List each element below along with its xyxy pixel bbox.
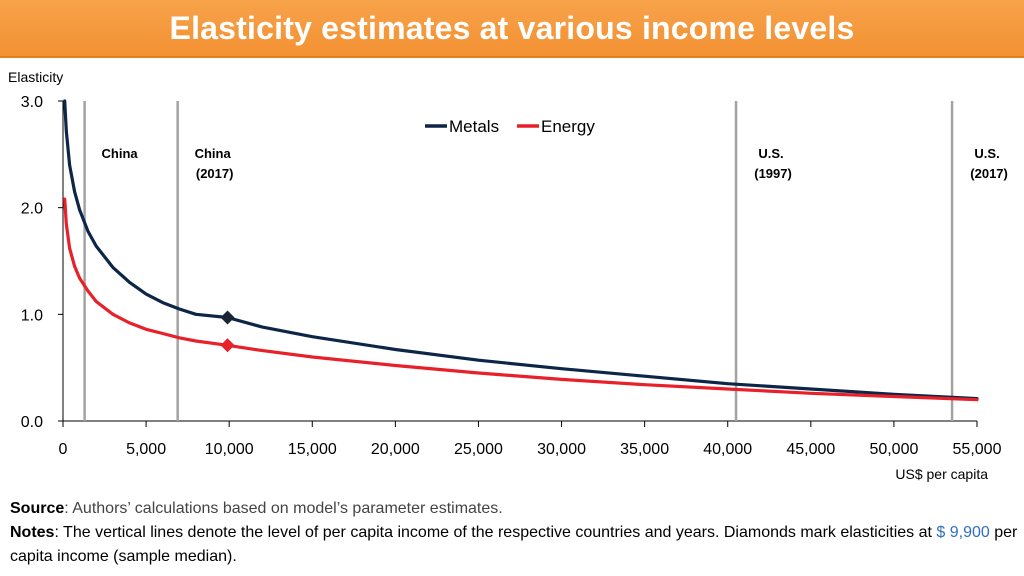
footer: Source: Authors’ calculations based on m… bbox=[10, 497, 1020, 569]
x-tick-label: 40,000 bbox=[703, 441, 752, 458]
x-tick-label: 25,000 bbox=[454, 441, 503, 458]
x-tick-label: 0 bbox=[59, 441, 68, 458]
y-axis-title: Elasticity bbox=[8, 69, 63, 85]
diamond-marker-metals bbox=[220, 310, 235, 325]
source-label: Source bbox=[10, 500, 65, 517]
notes-text: : The vertical lines denote the level of… bbox=[54, 524, 937, 541]
x-tick-label: 45,000 bbox=[786, 441, 835, 458]
x-tick-label: 20,000 bbox=[371, 441, 420, 458]
legend-label-energy: Energy bbox=[541, 117, 595, 136]
series-line-metals bbox=[63, 99, 979, 401]
x-tick-label: 30,000 bbox=[537, 441, 586, 458]
reference-label-sub: (1997) bbox=[754, 166, 792, 181]
y-tick-label: 0.0 bbox=[21, 414, 43, 431]
title-bar: Elasticity estimates at various income l… bbox=[0, 0, 1024, 58]
series-line-energy bbox=[63, 197, 979, 402]
notes-line: Notes: The vertical lines denote the lev… bbox=[10, 521, 1020, 569]
notes-label: Notes bbox=[10, 524, 55, 541]
reference-label: China bbox=[195, 146, 232, 161]
slide-title: Elasticity estimates at various income l… bbox=[169, 9, 855, 46]
x-tick-label: 15,000 bbox=[288, 441, 337, 458]
legend-label-metals: Metals bbox=[449, 117, 499, 136]
x-tick-label: 35,000 bbox=[620, 441, 669, 458]
reference-label-sub: (2017) bbox=[970, 166, 1008, 181]
reference-label: China bbox=[102, 146, 139, 161]
source-text: : Authors’ calculations based on model’s… bbox=[64, 500, 503, 517]
notes-value: $ 9,900 bbox=[936, 524, 990, 541]
x-tick-label: 10,000 bbox=[205, 441, 254, 458]
y-tick-label: 3.0 bbox=[21, 94, 43, 111]
x-tick-label: 5,000 bbox=[126, 441, 166, 458]
notes-tail: per capita income (sample median). bbox=[10, 524, 1018, 565]
reference-label: U.S. bbox=[758, 146, 783, 161]
reference-label: U.S. bbox=[974, 146, 999, 161]
x-tick-label: 55,000 bbox=[953, 441, 1002, 458]
y-tick-label: 1.0 bbox=[21, 307, 43, 324]
source-line: Source: Authors’ calculations based on m… bbox=[10, 497, 1020, 521]
diamond-marker-energy bbox=[220, 338, 235, 353]
y-tick-label: 2.0 bbox=[21, 201, 43, 218]
x-tick-label: 50,000 bbox=[869, 441, 918, 458]
x-axis-title: US$ per capita bbox=[895, 466, 988, 482]
reference-label-sub: (2017) bbox=[196, 166, 234, 181]
